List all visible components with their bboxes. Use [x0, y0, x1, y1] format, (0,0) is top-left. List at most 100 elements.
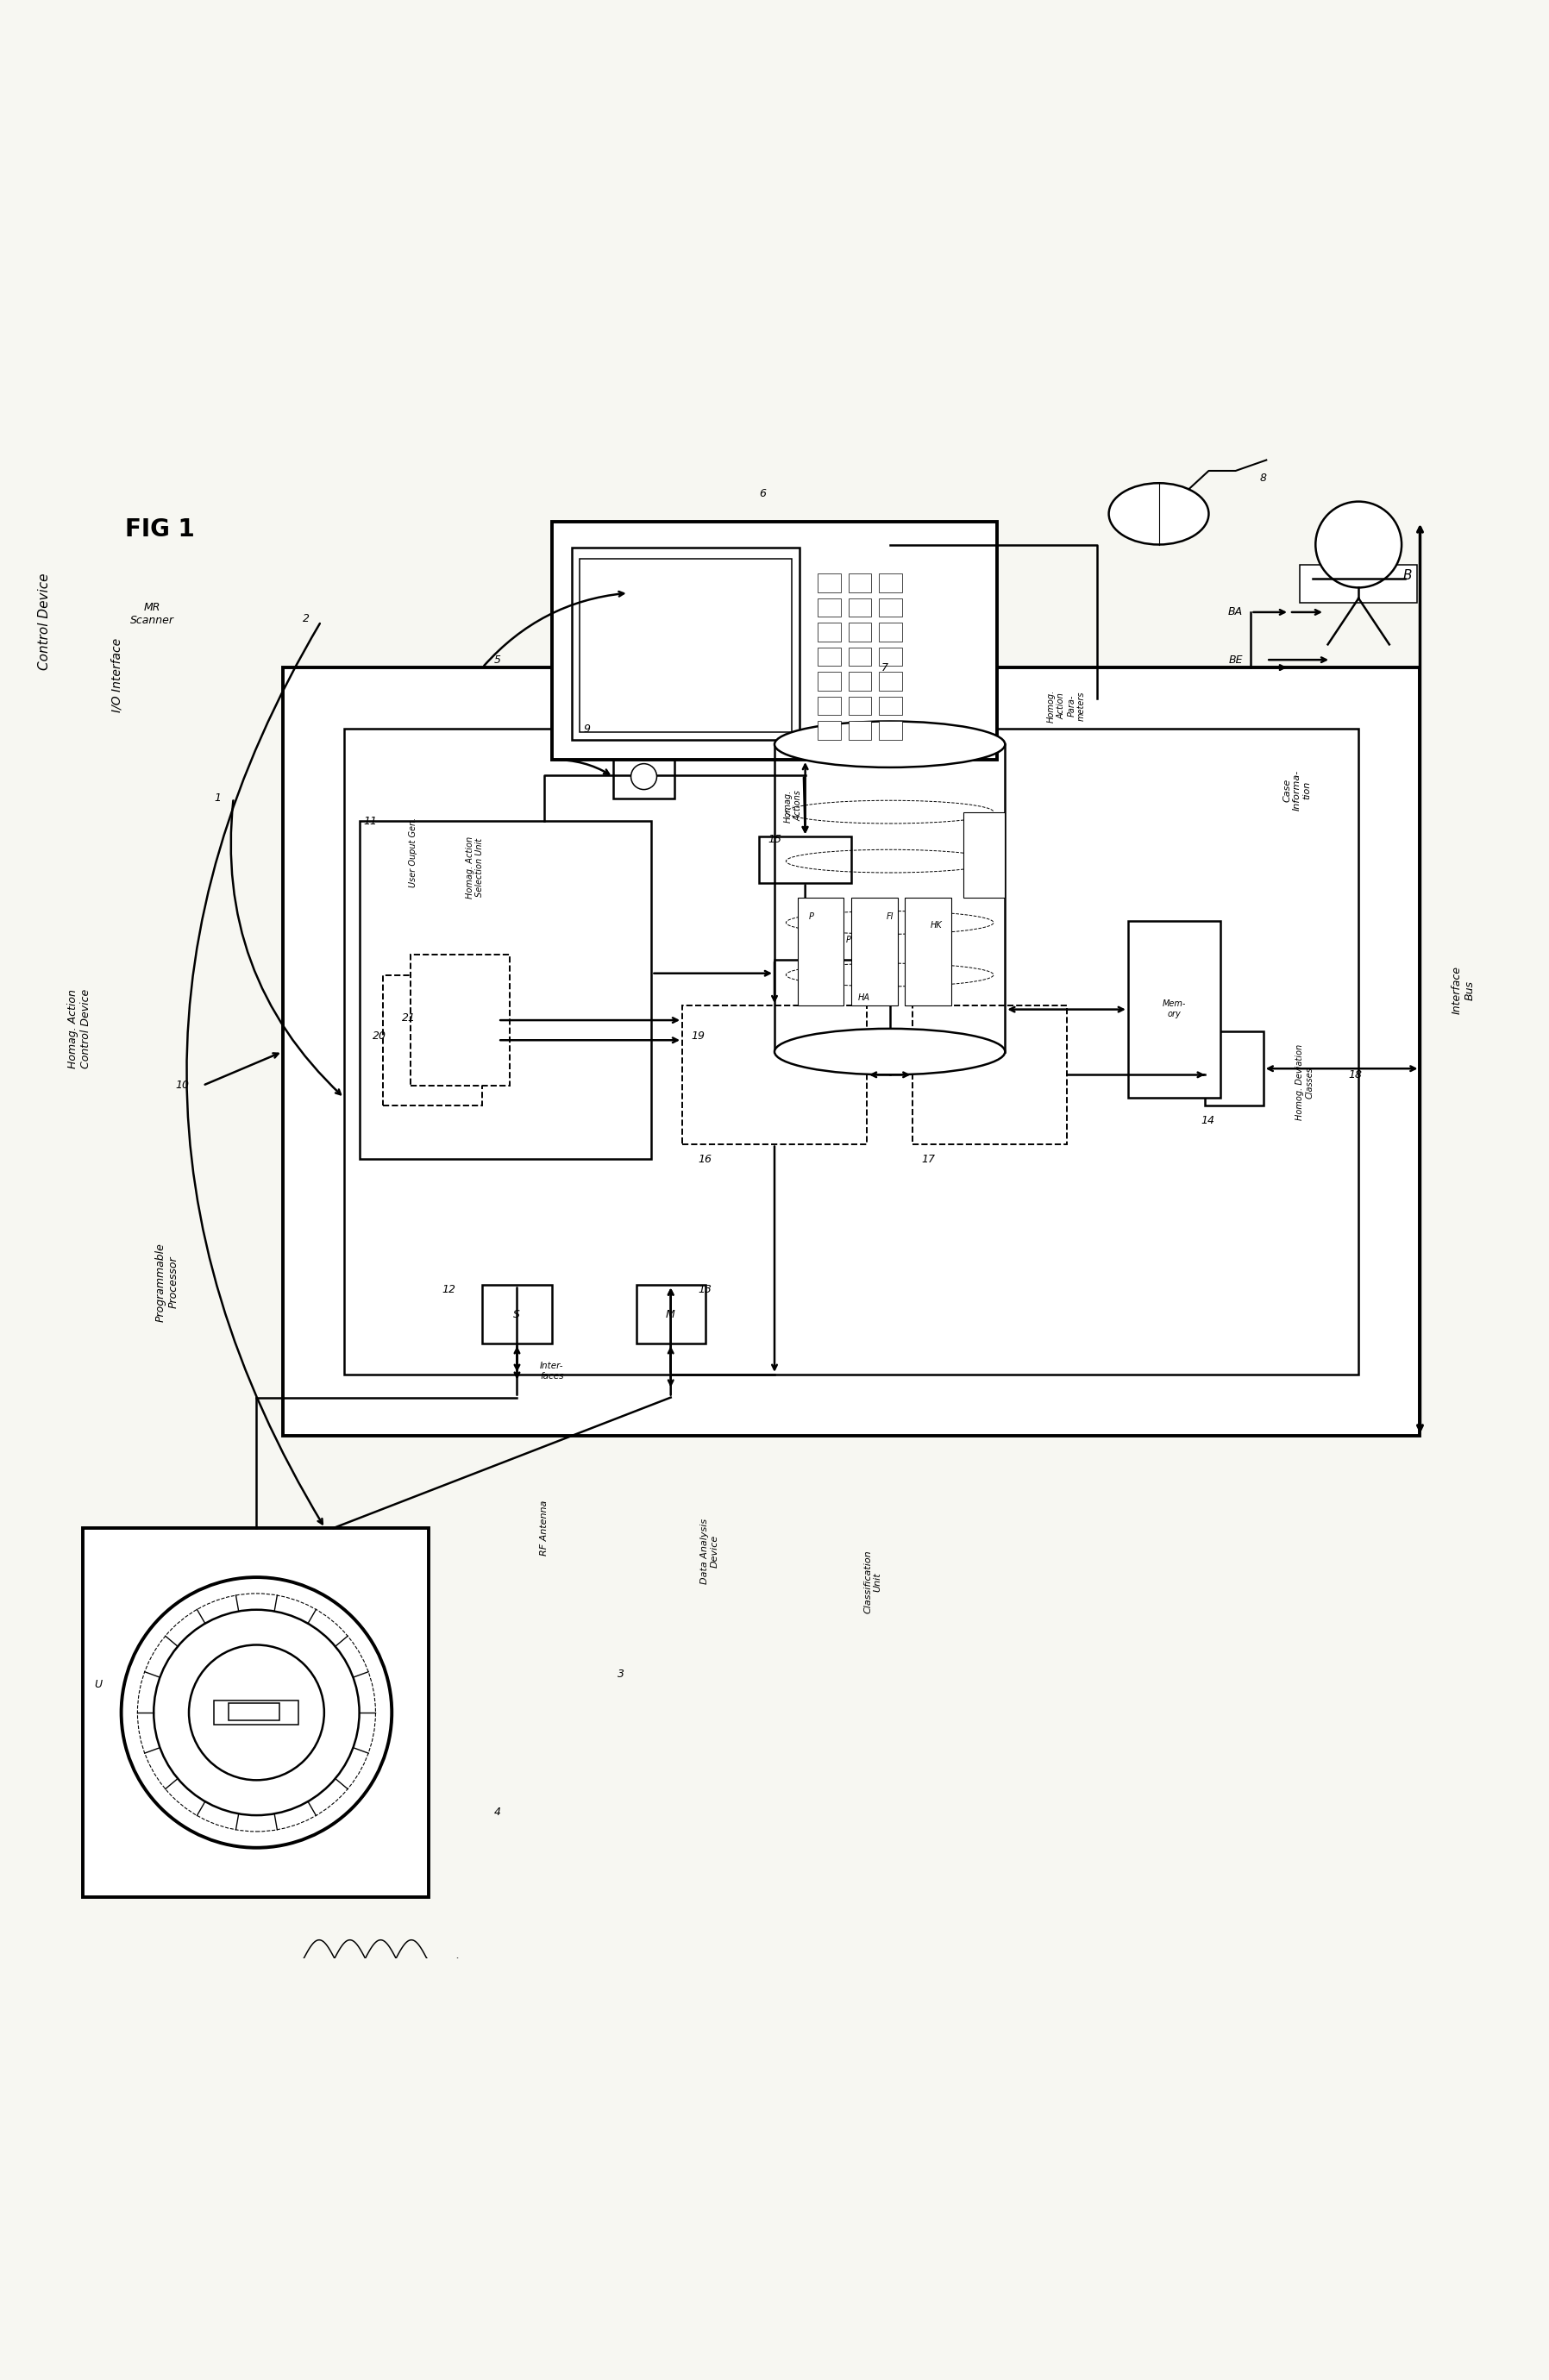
- Bar: [905, 897, 951, 1007]
- Text: Classification
Unit: Classification Unit: [863, 1549, 883, 1614]
- Bar: [798, 897, 844, 1007]
- Text: Case
Informa-
tion: Case Informa- tion: [1283, 771, 1312, 812]
- Bar: [579, 559, 792, 733]
- Text: FI: FI: [886, 912, 894, 921]
- Text: Inter-
faces: Inter- faces: [539, 1361, 564, 1380]
- Text: 13: 13: [699, 1285, 713, 1295]
- Bar: [359, 821, 652, 1159]
- Bar: [818, 597, 841, 616]
- Bar: [849, 574, 872, 593]
- Bar: [818, 624, 841, 640]
- Text: Mem-
ory: Mem- ory: [1162, 1000, 1187, 1019]
- Text: MR
Scanner: MR Scanner: [130, 602, 173, 626]
- Circle shape: [630, 764, 657, 790]
- Text: 21: 21: [401, 1012, 415, 1023]
- Bar: [878, 597, 902, 616]
- Text: 20: 20: [373, 1031, 386, 1042]
- Bar: [682, 1007, 867, 1145]
- Text: 15: 15: [768, 833, 781, 845]
- Text: S: S: [513, 1309, 519, 1321]
- Text: 9: 9: [584, 724, 590, 735]
- Bar: [818, 671, 841, 690]
- Bar: [818, 721, 841, 740]
- Bar: [878, 624, 902, 640]
- Bar: [963, 812, 1005, 897]
- Text: P: P: [846, 935, 850, 945]
- Text: 17: 17: [922, 1154, 936, 1164]
- Text: 18: 18: [1349, 1069, 1363, 1081]
- Text: U: U: [94, 1680, 102, 1690]
- Text: User Ouput Gen.: User Ouput Gen.: [409, 816, 418, 888]
- Text: 1: 1: [215, 793, 222, 804]
- Bar: [637, 1285, 705, 1345]
- Text: Homog.
Action
Para-
meters: Homog. Action Para- meters: [1047, 690, 1086, 724]
- Text: M: M: [666, 1309, 675, 1321]
- Text: Interface
Bus: Interface Bus: [1451, 966, 1475, 1014]
- Bar: [878, 574, 902, 593]
- Text: BE: BE: [1228, 655, 1242, 666]
- Bar: [849, 721, 872, 740]
- Bar: [878, 671, 902, 690]
- Text: 11: 11: [364, 816, 376, 826]
- Ellipse shape: [774, 1028, 1005, 1076]
- Bar: [849, 647, 872, 666]
- Text: Control Device: Control Device: [37, 574, 51, 669]
- Bar: [282, 666, 1420, 1435]
- Text: 5: 5: [494, 655, 502, 666]
- Text: 19: 19: [691, 1031, 705, 1042]
- Bar: [818, 647, 841, 666]
- Bar: [383, 976, 482, 1104]
- Bar: [1300, 564, 1417, 602]
- Text: Programmable
Processor: Programmable Processor: [155, 1242, 180, 1321]
- Bar: [759, 835, 852, 883]
- Text: Data Analysis
Device: Data Analysis Device: [700, 1518, 719, 1585]
- Bar: [878, 721, 902, 740]
- Circle shape: [153, 1609, 359, 1816]
- Bar: [344, 728, 1358, 1373]
- Text: 2: 2: [302, 612, 310, 624]
- Bar: [551, 521, 998, 759]
- Bar: [818, 574, 841, 593]
- Text: P: P: [809, 912, 813, 921]
- Circle shape: [1315, 502, 1402, 588]
- Text: 4: 4: [494, 1806, 502, 1818]
- Bar: [572, 547, 799, 740]
- Bar: [849, 624, 872, 640]
- Text: B: B: [1403, 569, 1413, 581]
- Bar: [482, 1285, 551, 1345]
- Text: Homag. Action
Control Device: Homag. Action Control Device: [68, 988, 91, 1069]
- Bar: [878, 647, 902, 666]
- Text: 7: 7: [881, 662, 889, 674]
- Bar: [82, 1528, 429, 1897]
- Circle shape: [189, 1645, 324, 1780]
- Text: Homag. Action
Selection Unit: Homag. Action Selection Unit: [465, 835, 485, 897]
- Text: 8: 8: [1259, 474, 1267, 483]
- Text: FIG 1: FIG 1: [125, 516, 195, 540]
- Circle shape: [121, 1578, 392, 1847]
- Bar: [410, 954, 510, 1085]
- Text: 14: 14: [1200, 1116, 1214, 1126]
- Bar: [228, 1704, 279, 1721]
- Bar: [849, 697, 872, 714]
- Text: I/O Interface: I/O Interface: [110, 638, 122, 712]
- Ellipse shape: [774, 721, 1005, 766]
- Bar: [818, 697, 841, 714]
- Text: 6: 6: [759, 488, 765, 500]
- Bar: [852, 897, 897, 1007]
- Bar: [1205, 1031, 1264, 1104]
- Text: BA: BA: [1228, 607, 1242, 619]
- Bar: [912, 1007, 1067, 1145]
- Bar: [1128, 921, 1221, 1097]
- Ellipse shape: [1109, 483, 1208, 545]
- Text: 3: 3: [618, 1668, 624, 1680]
- Text: Homog. Deviation
Classes: Homog. Deviation Classes: [1295, 1045, 1314, 1121]
- Text: 10: 10: [177, 1081, 189, 1090]
- Bar: [849, 597, 872, 616]
- Bar: [613, 754, 675, 797]
- Text: 16: 16: [699, 1154, 713, 1164]
- Text: Homag.
Actions: Homag. Actions: [784, 790, 802, 823]
- Bar: [878, 697, 902, 714]
- Text: RF Antenna: RF Antenna: [539, 1499, 548, 1557]
- Bar: [849, 671, 872, 690]
- Text: HK: HK: [929, 921, 942, 931]
